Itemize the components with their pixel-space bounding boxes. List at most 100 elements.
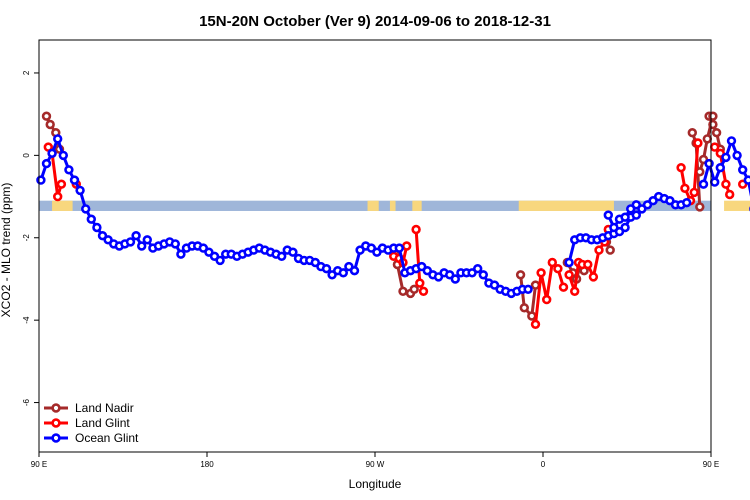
data-point bbox=[715, 163, 725, 173]
legend-entry: Ocean Glint bbox=[44, 431, 139, 445]
y-tick-label: 2 bbox=[22, 70, 31, 75]
series-line bbox=[39, 137, 529, 295]
data-point bbox=[721, 179, 731, 189]
land-mask-segment bbox=[52, 200, 73, 211]
data-point bbox=[564, 270, 574, 280]
data-point bbox=[137, 241, 147, 251]
data-point bbox=[473, 264, 483, 274]
data-point bbox=[58, 150, 68, 161]
data-point bbox=[680, 183, 690, 194]
data-point bbox=[527, 311, 537, 321]
data-point bbox=[80, 204, 91, 214]
data-point bbox=[558, 282, 569, 292]
data-point bbox=[594, 245, 604, 255]
data-point bbox=[676, 163, 686, 173]
y-tick-label: -6 bbox=[22, 398, 31, 406]
data-point bbox=[415, 278, 425, 288]
data-point bbox=[411, 224, 421, 235]
data-point bbox=[726, 136, 737, 146]
data-point bbox=[530, 319, 541, 329]
data-point bbox=[69, 175, 80, 185]
data-point bbox=[394, 243, 404, 253]
legend-label: Land Nadir bbox=[75, 401, 134, 415]
data-point bbox=[620, 222, 630, 233]
data-point bbox=[743, 175, 750, 185]
legend-swatch-marker bbox=[51, 418, 61, 428]
chart-title: 15N-20N October (Ver 9) 2014-09-06 to 20… bbox=[199, 13, 551, 30]
data-point bbox=[631, 200, 641, 210]
data-point bbox=[43, 142, 53, 152]
data-point bbox=[215, 255, 225, 266]
land-mask-segment bbox=[412, 200, 422, 211]
data-point bbox=[478, 270, 488, 280]
legend-entry: Land Nadir bbox=[44, 401, 134, 415]
data-point bbox=[75, 185, 85, 196]
y-axis-label: XCO2 - MLO trend (ppm) bbox=[0, 183, 13, 318]
data-point bbox=[724, 189, 735, 200]
data-point bbox=[702, 134, 712, 144]
data-point bbox=[523, 284, 533, 294]
data-point bbox=[519, 303, 529, 313]
data-point bbox=[288, 247, 298, 257]
data-point bbox=[693, 138, 703, 148]
data-point bbox=[41, 158, 52, 169]
series-land-glint bbox=[43, 138, 748, 329]
y-tick-label: -4 bbox=[22, 316, 31, 324]
data-point bbox=[402, 241, 412, 251]
y-tick-label: -2 bbox=[22, 234, 31, 242]
data-point bbox=[605, 245, 615, 255]
data-point bbox=[553, 264, 563, 274]
series-line bbox=[702, 139, 750, 197]
data-point bbox=[721, 152, 731, 163]
data-point bbox=[620, 212, 630, 222]
data-point bbox=[698, 179, 709, 189]
data-point bbox=[176, 249, 186, 259]
legend-label: Land Glint bbox=[75, 416, 130, 430]
data-point bbox=[52, 191, 63, 202]
data-point bbox=[564, 257, 574, 268]
data-point bbox=[515, 270, 526, 280]
data-point bbox=[687, 128, 697, 138]
data-point bbox=[131, 231, 141, 241]
x-tick-label: 90 E bbox=[703, 460, 719, 469]
x-tick-label: 90 E bbox=[31, 460, 47, 469]
x-axis-label: Longitude bbox=[349, 477, 402, 491]
land-mask-segment bbox=[518, 200, 614, 211]
data-point bbox=[681, 198, 692, 208]
data-point bbox=[349, 266, 360, 276]
data-point bbox=[321, 264, 332, 274]
legend-swatch-marker bbox=[51, 403, 61, 413]
data-point bbox=[737, 165, 748, 175]
data-point bbox=[732, 150, 742, 161]
data-point bbox=[56, 179, 67, 189]
data-point bbox=[695, 202, 705, 212]
series-ocean-glint bbox=[36, 134, 750, 299]
data-point bbox=[64, 165, 74, 175]
data-point bbox=[47, 148, 57, 159]
legend-label: Ocean Glint bbox=[75, 431, 139, 445]
data-point bbox=[583, 259, 593, 270]
legend-swatch-marker bbox=[51, 433, 61, 443]
data-point bbox=[52, 134, 63, 144]
data-point bbox=[45, 119, 55, 130]
data-point bbox=[541, 294, 552, 305]
x-tick-label: 0 bbox=[541, 460, 546, 469]
data-point bbox=[603, 210, 613, 220]
data-point bbox=[689, 187, 699, 198]
data-point bbox=[609, 222, 619, 233]
data-point bbox=[125, 237, 136, 247]
data-point bbox=[86, 214, 97, 224]
data-point bbox=[450, 274, 460, 284]
data-point bbox=[277, 251, 287, 261]
data-point bbox=[709, 142, 720, 152]
land-mask-segment bbox=[389, 200, 396, 211]
plot-area bbox=[36, 111, 750, 329]
data-point bbox=[41, 111, 52, 121]
x-tick-label: 180 bbox=[200, 460, 214, 469]
data-point bbox=[142, 235, 153, 245]
data-point bbox=[631, 210, 641, 220]
data-point bbox=[547, 257, 557, 268]
legend-entry: Land Glint bbox=[44, 416, 130, 430]
